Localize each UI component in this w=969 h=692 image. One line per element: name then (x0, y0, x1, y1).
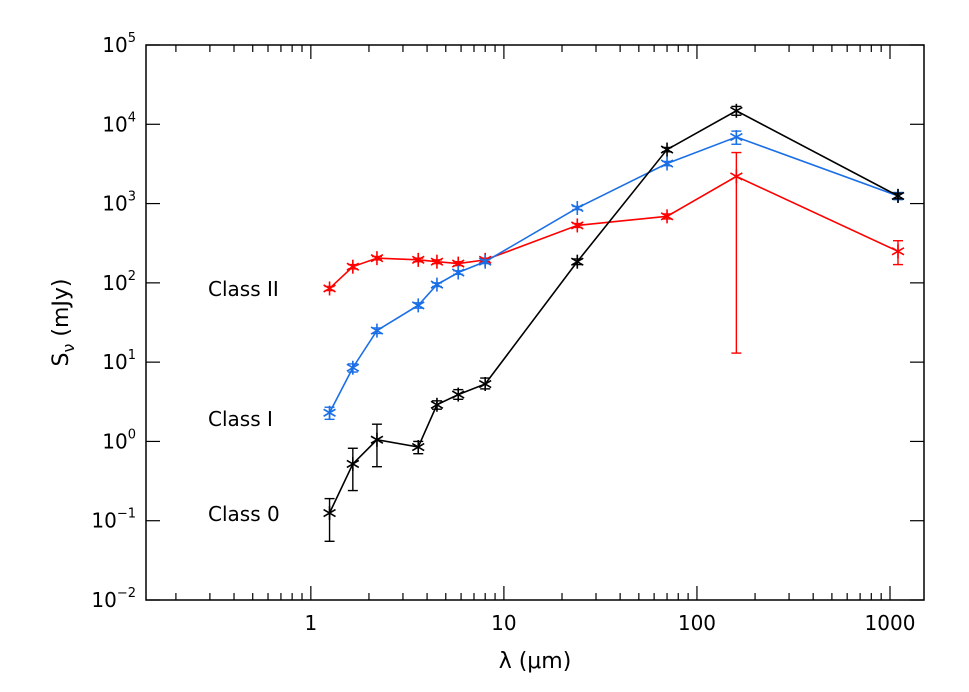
data-point (323, 405, 336, 420)
series-line (328, 136, 899, 414)
plot-frame (145, 44, 925, 601)
data-point (478, 254, 492, 269)
x-tick-label: 1000 (865, 611, 916, 635)
data-point (660, 209, 674, 224)
data-point (430, 254, 444, 269)
data-point (370, 432, 384, 447)
series-layer: Class II Class I Class 0 (208, 103, 905, 542)
series-label: Class I (208, 407, 273, 431)
data-point (730, 169, 743, 184)
error-bar (731, 151, 742, 354)
data-point (370, 251, 384, 266)
y-tick-label: 10−2 (91, 586, 136, 612)
data-point (411, 440, 425, 455)
data-point (346, 456, 360, 471)
data-point (323, 506, 336, 521)
y-tick-label: 101 (102, 348, 136, 374)
data-point (346, 360, 360, 375)
data-point (411, 252, 425, 267)
data-point (323, 281, 336, 296)
series-class-0: Class 0 (208, 103, 905, 542)
series-class-ii: Class II (208, 151, 905, 354)
y-tick-label: 103 (102, 190, 136, 216)
data-point (370, 323, 384, 338)
series-class-i: Class I (208, 130, 905, 431)
y-tick-label: 100 (102, 427, 136, 453)
data-point (570, 200, 584, 215)
y-tick-label: 102 (102, 269, 136, 295)
data-point (430, 277, 444, 292)
data-point (570, 218, 584, 233)
series-label: Class 0 (208, 502, 280, 526)
axis-labels: 1 10 100 1000 10−2 10−1 100 101 102 103 104 105 λ (μ… (49, 31, 915, 674)
series-label: Class II (208, 277, 279, 301)
axis-ticks (146, 44, 924, 601)
y-axis-label: Sν (mJy) (49, 278, 78, 366)
x-tick-label: 1 (304, 611, 317, 635)
data-point (891, 244, 905, 259)
series-line (329, 175, 899, 290)
data-point (430, 397, 444, 412)
data-point (346, 259, 360, 274)
data-point (730, 130, 743, 145)
y-tick-label: 104 (102, 110, 136, 136)
data-point (478, 377, 492, 392)
data-point (451, 387, 465, 402)
data-point (411, 298, 425, 313)
y-tick-label: 10−1 (91, 507, 136, 533)
x-axis-label: λ (μm) (499, 649, 572, 674)
x-tick-label: 10 (491, 611, 516, 635)
series-line (328, 109, 899, 514)
data-point (660, 142, 674, 157)
data-point (891, 188, 905, 203)
x-tick-label: 100 (678, 611, 716, 635)
data-point (730, 103, 743, 118)
data-point (570, 254, 584, 269)
data-point (660, 156, 674, 171)
y-tick-label: 105 (102, 31, 136, 57)
data-point (451, 265, 465, 280)
